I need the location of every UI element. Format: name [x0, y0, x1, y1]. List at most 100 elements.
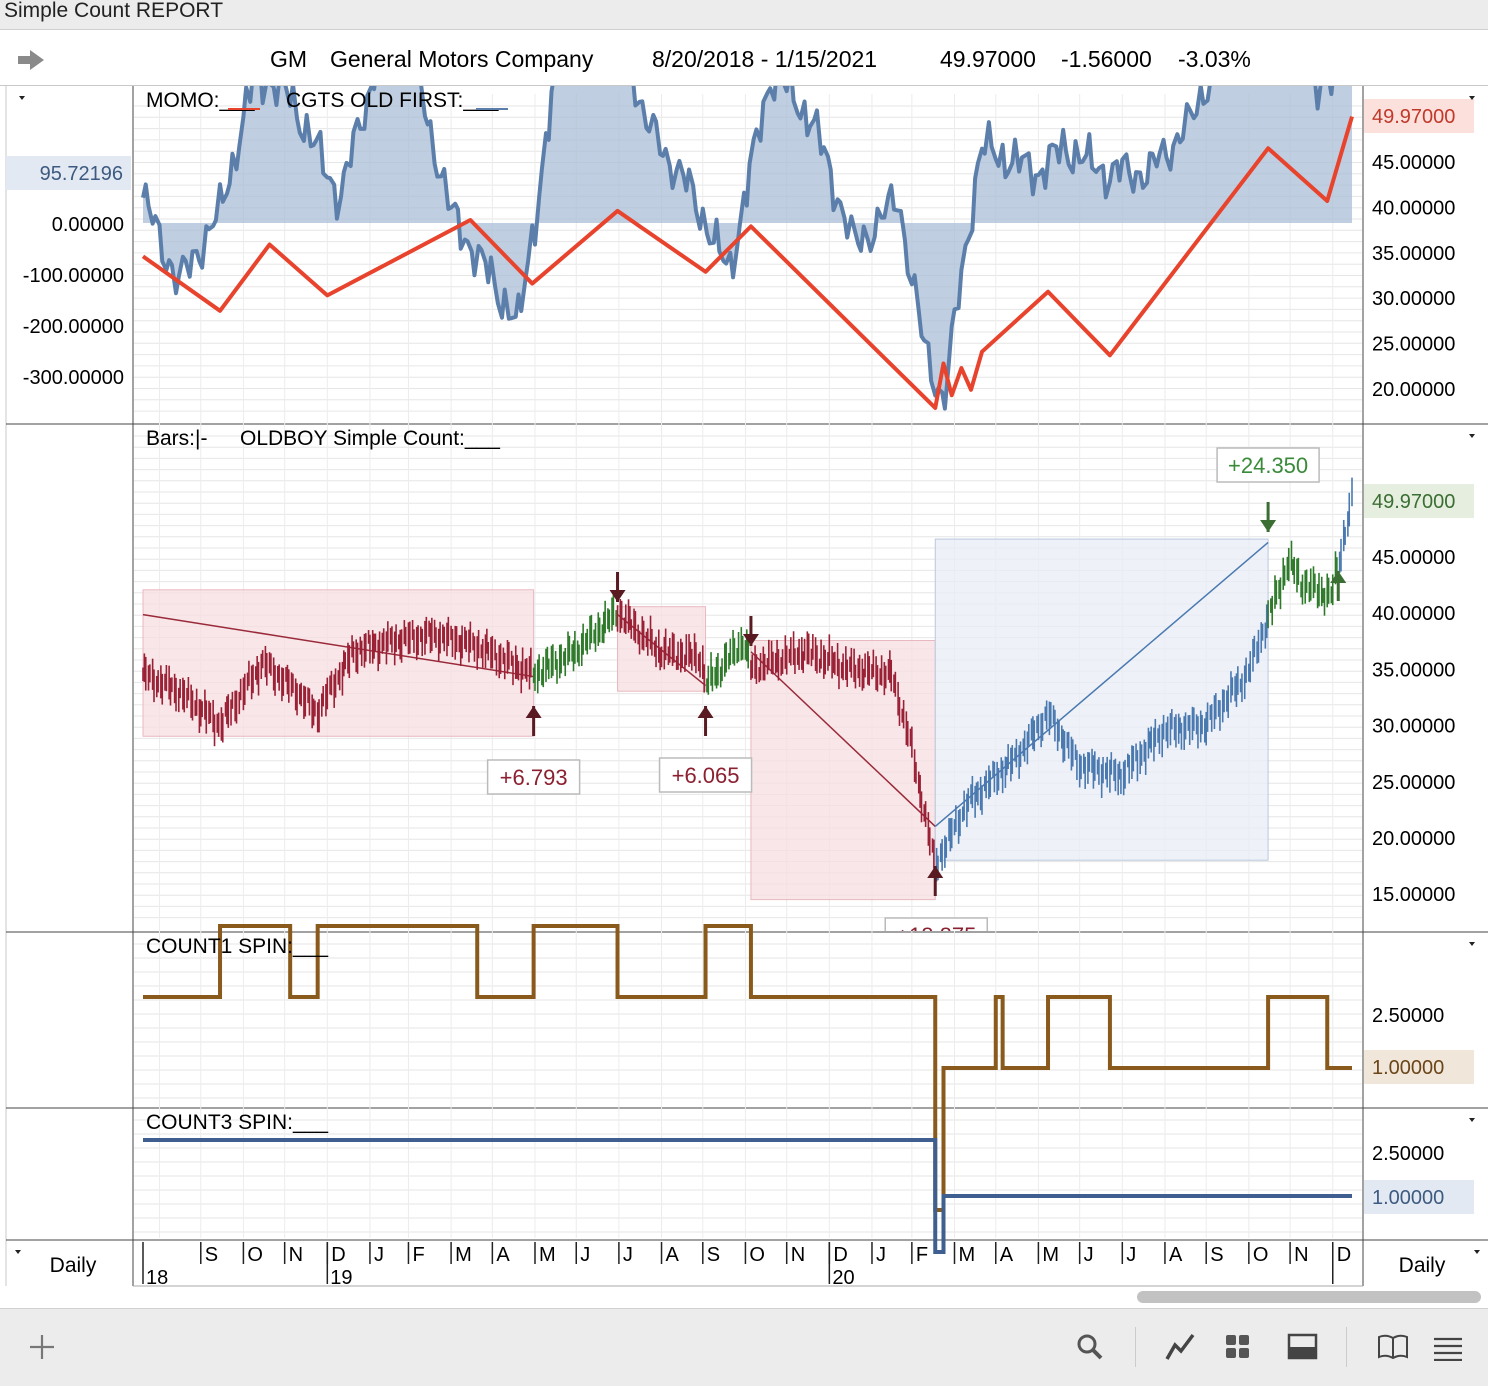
price-change-pct: -3.03%: [1178, 46, 1251, 72]
month-tick-label: D: [1337, 1244, 1351, 1266]
marker-bg: [6, 156, 131, 190]
count-annotation: +6.065: [658, 757, 753, 793]
toolbar-divider: [1346, 1327, 1347, 1367]
price-right-tick: 35.00000: [1372, 659, 1455, 681]
arrow-head: [1260, 520, 1277, 532]
panel-icon[interactable]: [1287, 1333, 1319, 1361]
menu-icon[interactable]: [1432, 1335, 1464, 1361]
month-tick-label: A: [666, 1244, 680, 1266]
up-arrow-icon: [1330, 571, 1347, 601]
momo-line: [141, 115, 1354, 410]
month-tick-label: N: [1294, 1244, 1308, 1266]
month-tick-label: A: [1000, 1244, 1014, 1266]
toolbar-divider: [1135, 1327, 1136, 1367]
month-tick-label: S: [205, 1244, 218, 1266]
search-icon[interactable]: [1076, 1333, 1104, 1361]
momo-legend-label: MOMO:___: [146, 89, 255, 112]
count-annotation: +6.793: [486, 759, 581, 795]
month-tick-label: A: [496, 1244, 510, 1266]
momo-right-tick: 25.00000: [1372, 334, 1455, 356]
bottom-toolbar: [0, 1308, 1488, 1386]
quote-header: GM General Motors Company 8/20/2018 - 1/…: [0, 32, 1488, 86]
count3-panel: [143, 1138, 1352, 1254]
count3-right-tick: 2.50000: [1372, 1143, 1444, 1165]
window-title: Simple Count REPORT: [4, 0, 224, 22]
annotation-box: [486, 759, 581, 795]
arrow-right-icon[interactable]: [16, 48, 46, 72]
month-tick-label: O: [749, 1244, 765, 1266]
month-tick-label: J: [623, 1244, 633, 1266]
marker-bg: [1364, 1050, 1474, 1084]
grid-icon[interactable]: [1224, 1333, 1252, 1361]
price-panel: +6.793 +6.065 +24.350 +18.875: [142, 447, 1353, 948]
marker-label: 49.97000: [1372, 491, 1455, 513]
arrow-head: [742, 634, 759, 646]
chevron-down-icon: [1469, 434, 1475, 438]
month-tick-label: S: [1210, 1244, 1223, 1266]
annotation-label: +24.350: [1228, 453, 1308, 478]
month-tick-label: F: [412, 1244, 424, 1266]
count-annotation: +24.350: [1216, 447, 1320, 483]
chart-area[interactable]: +6.793 +6.065 +24.350 +18.875 MOMO:___ CGTS …: [0, 86, 1488, 1308]
annotation-label: +6.065: [672, 763, 740, 788]
month-tick-label: J: [876, 1244, 886, 1266]
momo-left-tick: 0.00000: [52, 214, 124, 236]
year-tick-label: 18: [146, 1267, 168, 1289]
count3-right-marker: 1.00000: [1364, 1180, 1474, 1214]
momo-right-tick: 20.00000: [1372, 379, 1455, 401]
up-arrow-icon: [697, 706, 714, 736]
horizontal-scrollbar[interactable]: [1137, 1291, 1481, 1303]
book-icon[interactable]: [1376, 1333, 1410, 1361]
clipped-annotation: +18.875: [884, 917, 988, 948]
count1-panel: [143, 924, 1352, 1212]
year-tick-label: 20: [832, 1267, 854, 1289]
month-tick-label: A: [1169, 1244, 1183, 1266]
count-trend-line: [750, 651, 936, 827]
window-titlebar: Simple Count REPORT: [0, 0, 1488, 30]
chevron-down-icon: [1469, 1118, 1475, 1122]
price-right-marker: 49.97000: [1364, 484, 1474, 518]
up-arrow-icon: [525, 706, 542, 736]
month-tick-label: M: [959, 1244, 976, 1266]
month-tick-label: F: [916, 1244, 928, 1266]
arrow-head: [697, 706, 714, 718]
marker-bg: [1364, 1180, 1474, 1214]
count-trend-line: [142, 613, 534, 678]
count-range-box: [934, 538, 1269, 861]
marker-bg: [1364, 99, 1474, 133]
down-arrow-icon: [742, 616, 759, 646]
annotation-box: [658, 757, 753, 793]
arrow-head: [525, 706, 542, 718]
marker-label: 1.00000: [1372, 1187, 1444, 1209]
date-range: 8/20/2018 - 1/15/2021: [652, 46, 878, 72]
momo-right-marker: 49.97000: [1364, 99, 1474, 133]
month-tick-label: N: [289, 1244, 303, 1266]
line-chart-icon[interactable]: [1164, 1331, 1196, 1363]
chevron-down-icon: [1469, 942, 1475, 946]
chart-frame: [5, 86, 1488, 1286]
chevron-down-icon: [1474, 1250, 1480, 1254]
count1-right-tick: 2.50000: [1372, 1005, 1444, 1027]
count1-legend-label: COUNT1 SPIN:___: [146, 935, 328, 958]
annotation-label: +6.793: [500, 765, 568, 790]
month-tick-label: J: [1126, 1244, 1136, 1266]
marker-label: 49.97000: [1372, 106, 1455, 128]
plus-icon[interactable]: [28, 1333, 56, 1361]
arrow-head: [609, 590, 626, 602]
month-tick-label: J: [1084, 1244, 1094, 1266]
arrow-head: [927, 866, 944, 878]
price-right-tick: 25.00000: [1372, 772, 1455, 794]
count1-spin-line: [143, 924, 1352, 1212]
momo-right-tick: 35.00000: [1372, 243, 1455, 265]
chevron-down-icon: [19, 96, 25, 100]
month-tick-label: M: [539, 1244, 556, 1266]
symbol: GM: [270, 46, 308, 72]
month-tick-label: J: [374, 1244, 384, 1266]
up-arrow-icon: [927, 866, 944, 896]
month-tick-label: S: [707, 1244, 720, 1266]
price-right-tick: 45.00000: [1372, 547, 1455, 569]
cgts-area: [143, 86, 1352, 409]
chevron-down-icon: [15, 1250, 21, 1254]
month-tick-label: D: [833, 1244, 847, 1266]
annotation-label: +18.875: [896, 923, 976, 948]
